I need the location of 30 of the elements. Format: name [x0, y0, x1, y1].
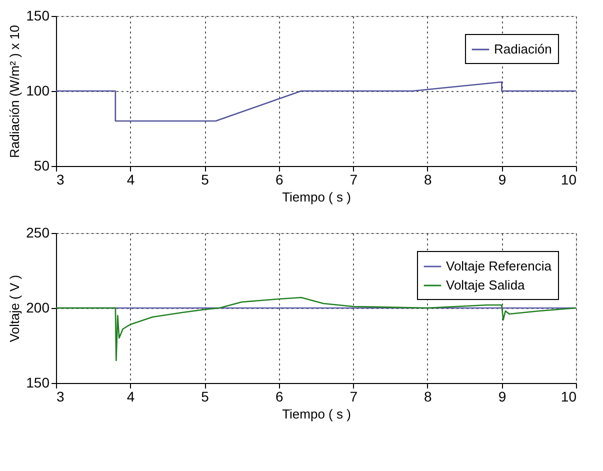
x-tick-label: 6 — [275, 172, 284, 188]
x-tick-label: 8 — [424, 172, 432, 188]
line-series — [56, 296, 576, 362]
x-tick-label: 10 — [560, 172, 577, 188]
y-axis-title: Voltaje ( V ) — [7, 274, 22, 342]
y-axis-title: Radiación (W/m² ) x 10 — [7, 25, 22, 158]
x-tick-label: 7 — [350, 388, 358, 404]
legend-label: Voltaje Salida — [446, 278, 526, 292]
legend-label: Radiación — [494, 42, 552, 56]
y-tick-label: 150 — [26, 8, 50, 24]
x-axis-title: Tiempo ( s ) — [282, 406, 351, 422]
y-tick-label: 150 — [26, 374, 50, 390]
x-tick-label: 6 — [275, 388, 284, 404]
x-tick-label: 4 — [126, 388, 135, 404]
x-tick-label: 7 — [350, 172, 358, 188]
x-tick-label: 5 — [201, 388, 210, 404]
x-tick-label: 3 — [56, 172, 64, 188]
x-tick-label: 3 — [56, 388, 64, 404]
legend-label: Voltaje Referencia — [446, 258, 552, 274]
y-tick-label: 100 — [26, 82, 50, 98]
y-tick-label: 200 — [26, 300, 50, 316]
x-tick-label: 8 — [424, 388, 432, 404]
x-tick-label: 9 — [498, 388, 506, 404]
y-tick-label: 50 — [34, 158, 50, 174]
x-tick-label: 5 — [201, 172, 210, 188]
x-tick-label: 10 — [560, 388, 577, 404]
y-tick-label: 250 — [26, 224, 50, 240]
x-tick-label: 9 — [498, 172, 506, 188]
x-axis-title: Tiempo ( s ) — [282, 190, 351, 204]
x-tick-label: 4 — [126, 172, 135, 188]
